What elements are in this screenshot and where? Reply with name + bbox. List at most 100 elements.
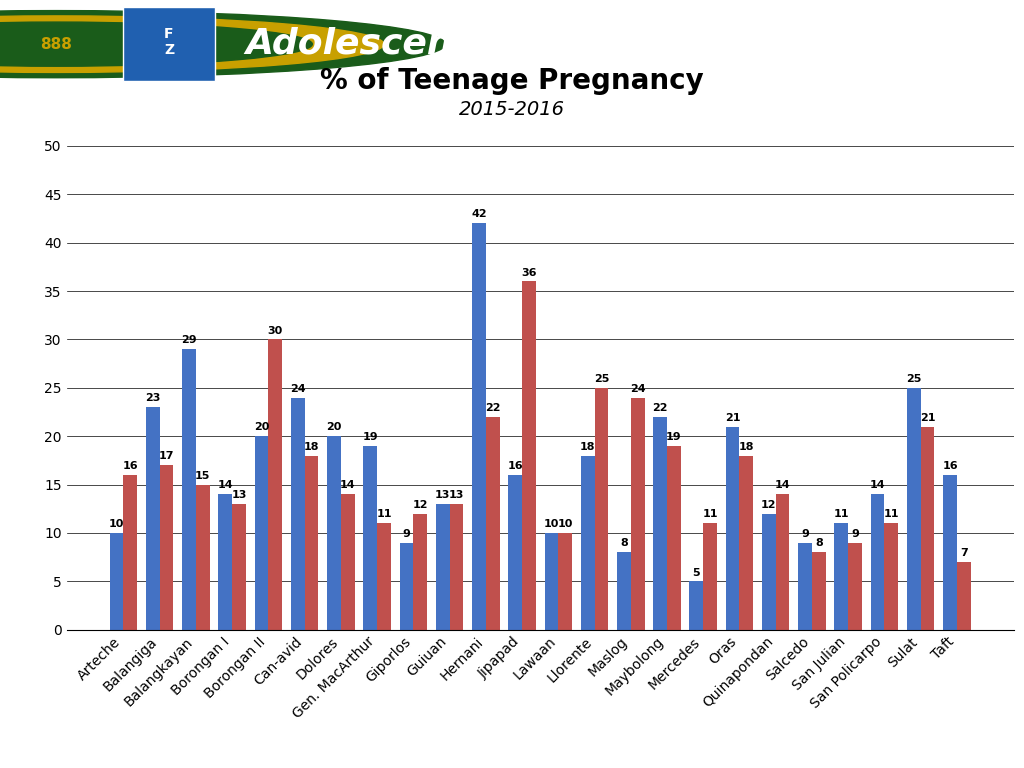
Text: 12: 12 (413, 500, 428, 510)
Bar (377, 523, 391, 630)
Text: 2015-2016: 2015-2016 (459, 100, 565, 118)
Text: 9: 9 (801, 529, 809, 539)
Text: 11: 11 (834, 509, 849, 519)
Text: Adolescent Pregnancy among Municipalities: Adolescent Pregnancy among Municipalitie… (246, 27, 1024, 61)
Bar (595, 388, 608, 630)
Text: 7: 7 (959, 548, 968, 558)
Bar (776, 495, 790, 630)
Text: 15: 15 (195, 471, 211, 481)
Text: 16: 16 (942, 461, 957, 471)
Bar (907, 388, 921, 630)
Bar (522, 281, 536, 630)
Circle shape (0, 11, 445, 78)
Text: 18: 18 (738, 442, 754, 452)
Bar (145, 407, 160, 630)
Text: 12: 12 (761, 500, 776, 510)
FancyBboxPatch shape (0, 0, 230, 88)
Bar (364, 446, 377, 630)
Bar (472, 223, 485, 630)
Bar (327, 436, 341, 630)
Bar (870, 495, 885, 630)
Bar (885, 523, 898, 630)
Text: 10: 10 (109, 519, 124, 529)
Text: % of Teenage Pregnancy: % of Teenage Pregnancy (321, 67, 703, 94)
Bar (341, 495, 354, 630)
Text: 22: 22 (485, 403, 501, 413)
Bar (545, 533, 558, 630)
Text: 13: 13 (435, 490, 451, 500)
Bar (848, 543, 862, 630)
Text: 10: 10 (544, 519, 559, 529)
Bar (739, 455, 754, 630)
Text: 30: 30 (267, 326, 283, 336)
Text: 22: 22 (652, 403, 668, 413)
Text: 14: 14 (869, 481, 886, 491)
Text: 21: 21 (725, 412, 740, 422)
Bar (110, 533, 123, 630)
Bar (436, 504, 450, 630)
Text: 23: 23 (145, 393, 161, 403)
Text: 8: 8 (815, 538, 822, 548)
Bar (232, 504, 246, 630)
Text: 11: 11 (884, 509, 899, 519)
Text: 16: 16 (507, 461, 523, 471)
Text: 20: 20 (327, 422, 342, 432)
Text: F
Z: F Z (164, 28, 174, 58)
Bar (485, 417, 500, 630)
Bar (268, 339, 283, 630)
Text: 11: 11 (376, 509, 392, 519)
Text: 5: 5 (692, 568, 700, 578)
Text: 29: 29 (181, 336, 197, 346)
Circle shape (0, 22, 312, 66)
Text: 18: 18 (304, 442, 319, 452)
Bar (558, 533, 572, 630)
Text: 16: 16 (123, 461, 138, 471)
FancyBboxPatch shape (123, 7, 215, 81)
Text: 888: 888 (40, 37, 73, 51)
Text: 13: 13 (449, 490, 464, 500)
Bar (835, 523, 848, 630)
Text: 18: 18 (580, 442, 595, 452)
Text: 42: 42 (471, 210, 486, 220)
Text: 25: 25 (594, 374, 609, 384)
Text: 13: 13 (231, 490, 247, 500)
Bar (957, 562, 971, 630)
Bar (218, 495, 232, 630)
Bar (703, 523, 717, 630)
Bar (653, 417, 667, 630)
Bar (812, 552, 825, 630)
Bar (689, 581, 703, 630)
Text: 20: 20 (254, 422, 269, 432)
Bar (414, 514, 427, 630)
Bar (291, 398, 304, 630)
Circle shape (0, 16, 384, 72)
Text: 24: 24 (630, 384, 645, 394)
Text: 14: 14 (340, 481, 355, 491)
Text: 19: 19 (666, 432, 682, 442)
Bar (726, 426, 739, 630)
Text: 11: 11 (702, 509, 718, 519)
Bar (631, 398, 644, 630)
Bar (304, 455, 318, 630)
Bar (617, 552, 631, 630)
Bar (667, 446, 681, 630)
Text: 9: 9 (402, 529, 411, 539)
Bar (508, 475, 522, 630)
Bar (399, 543, 414, 630)
Text: 25: 25 (906, 374, 922, 384)
Bar (255, 436, 268, 630)
Text: 19: 19 (362, 432, 378, 442)
Bar (196, 485, 210, 630)
Bar (123, 475, 137, 630)
Bar (581, 455, 595, 630)
Text: 17: 17 (159, 452, 174, 462)
Text: 9: 9 (851, 529, 859, 539)
Text: 24: 24 (290, 384, 305, 394)
Text: 10: 10 (557, 519, 572, 529)
Bar (943, 475, 957, 630)
Text: 14: 14 (775, 481, 791, 491)
Text: 21: 21 (920, 412, 935, 422)
Bar (450, 504, 463, 630)
Text: 8: 8 (620, 538, 628, 548)
Bar (762, 514, 776, 630)
